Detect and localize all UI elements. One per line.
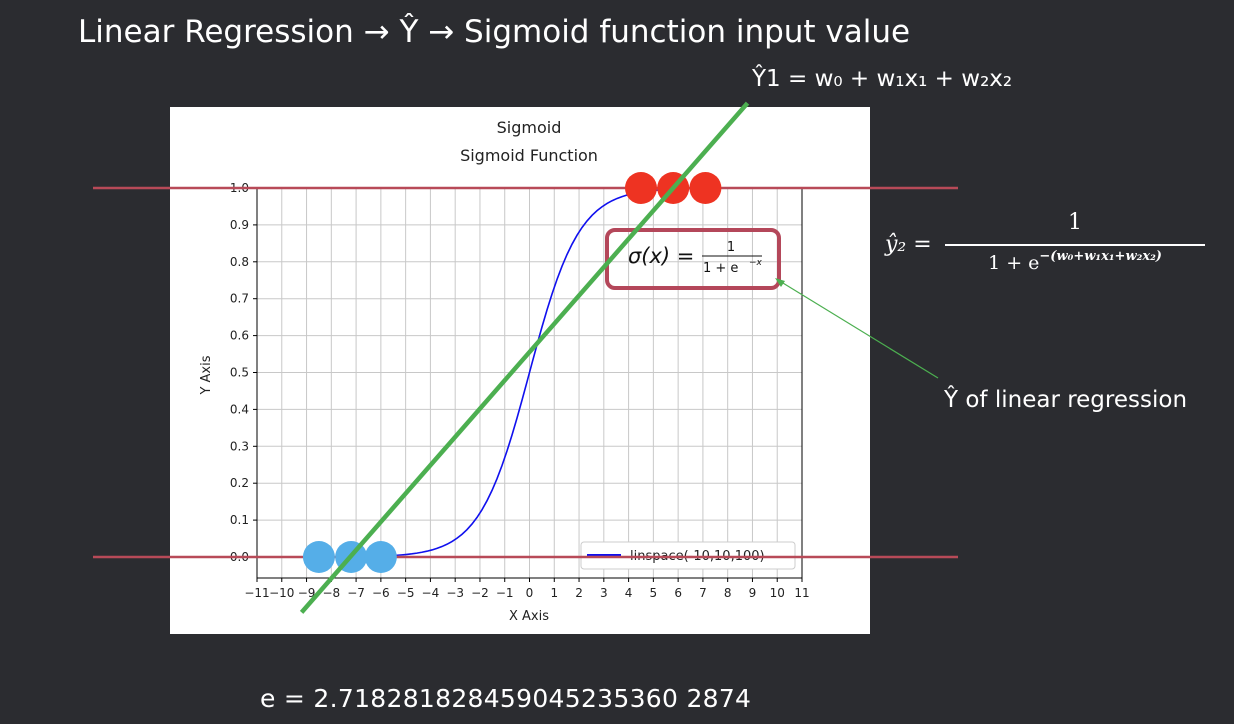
class-1-point bbox=[689, 172, 722, 204]
x-tick-label: 11 bbox=[794, 586, 809, 600]
class-0-point bbox=[302, 541, 335, 573]
denominator-base: 1 + e bbox=[988, 252, 1040, 274]
y-tick-label: 0.9 bbox=[230, 218, 249, 232]
x-tick-label: 10 bbox=[770, 586, 785, 600]
x-tick-label: 3 bbox=[600, 586, 608, 600]
legend: linspace(-10,10,100) bbox=[580, 541, 796, 570]
x-tick-label: −4 bbox=[422, 586, 440, 600]
x-tick-label: −10 bbox=[269, 586, 294, 600]
x-tick-label: 4 bbox=[625, 586, 633, 600]
chart-title: Sigmoid bbox=[497, 118, 562, 137]
x-tick-label: −9 bbox=[298, 586, 316, 600]
y-axis-ticks: 0.00.10.20.30.40.50.60.70.80.91.0 bbox=[230, 181, 257, 564]
x-tick-label: 2 bbox=[575, 586, 583, 600]
class-1-points bbox=[624, 172, 722, 204]
fraction-bar bbox=[945, 244, 1205, 246]
slide-title: Linear Regression → Ŷ → Sigmoid function… bbox=[78, 14, 911, 50]
x-tick-label: 1 bbox=[550, 586, 558, 600]
annotation-arrow-line bbox=[777, 279, 939, 379]
sigma-lhs: σ(x) = bbox=[628, 244, 694, 268]
chart-subtitle: Sigmoid Function bbox=[460, 146, 598, 165]
x-tick-label: −3 bbox=[446, 586, 464, 600]
x-tick-label: 0 bbox=[526, 586, 534, 600]
linear-regression-annotation: Ŷ of linear regression bbox=[944, 387, 1188, 413]
formula-highlight-box bbox=[605, 228, 781, 290]
x-tick-label: −11 bbox=[244, 586, 269, 600]
y-tick-label: 0.4 bbox=[230, 402, 249, 416]
x-tick-label: 9 bbox=[749, 586, 757, 600]
formula-lhs: ŷ₂ = bbox=[885, 232, 932, 257]
sigma-numerator: 1 bbox=[727, 240, 735, 255]
x-axis-label: X Axis bbox=[509, 609, 549, 624]
x-tick-label: 6 bbox=[674, 586, 682, 600]
class-0-point bbox=[364, 541, 397, 573]
class-1-point bbox=[624, 172, 657, 204]
formula-denominator: 1 + e−(w₀+w₁x₁+w₂x₂) bbox=[945, 249, 1205, 274]
euler-number: e = 2.718281828459045235360 2874 bbox=[260, 684, 752, 713]
sigma-exponent: −x bbox=[749, 258, 763, 268]
y-tick-label: 0.3 bbox=[230, 439, 249, 453]
y-tick-label: 0.6 bbox=[230, 329, 249, 343]
annotation-arrow-head bbox=[775, 278, 785, 287]
sigma-formula: σ(x) = 1 1 + e −x bbox=[628, 240, 763, 276]
legend-box bbox=[580, 541, 796, 570]
x-tick-label: −5 bbox=[397, 586, 415, 600]
sigmoid-of-linear-formula: ŷ₂ = 1 1 + e−(w₀+w₁x₁+w₂x₂) bbox=[885, 210, 1205, 280]
y-tick-label: 0.2 bbox=[230, 476, 249, 490]
x-tick-label: 5 bbox=[650, 586, 658, 600]
x-tick-label: 8 bbox=[724, 586, 732, 600]
x-axis-ticks: −11 −10 −9 −8 −7 −6 −5 −4 −3 −2 −1 0 1 2 3 4 5 6 7 8 9 10 11 bbox=[244, 578, 810, 600]
denominator-exponent: −(w₀+w₁x₁+w₂x₂) bbox=[1039, 249, 1162, 264]
y-tick-label: 0.1 bbox=[230, 513, 249, 527]
regression-line bbox=[299, 101, 750, 614]
x-tick-label: −7 bbox=[347, 586, 365, 600]
x-tick-label: −1 bbox=[496, 586, 514, 600]
y-tick-label: 0.5 bbox=[230, 366, 249, 380]
y-tick-label: 0.8 bbox=[230, 255, 249, 269]
formula-numerator: 1 bbox=[1068, 210, 1082, 235]
grid bbox=[256, 187, 803, 578]
x-tick-label: −2 bbox=[471, 586, 489, 600]
x-tick-label: −8 bbox=[322, 586, 340, 600]
x-tick-label: 7 bbox=[699, 586, 707, 600]
y-axis-label: Y Axis bbox=[199, 355, 214, 395]
x-tick-label: −6 bbox=[372, 586, 390, 600]
linear-equation: Ŷ1 = w₀ + w₁x₁ + w₂x₂ bbox=[752, 66, 1013, 92]
sigma-denominator: 1 + e bbox=[703, 261, 738, 276]
y-tick-label: 0.7 bbox=[230, 292, 249, 306]
